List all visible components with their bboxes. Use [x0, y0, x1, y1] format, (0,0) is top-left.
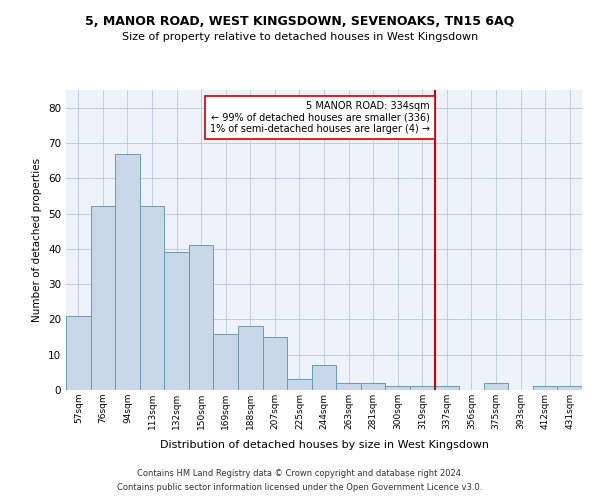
Text: 5, MANOR ROAD, WEST KINGSDOWN, SEVENOAKS, TN15 6AQ: 5, MANOR ROAD, WEST KINGSDOWN, SEVENOAKS…: [85, 15, 515, 28]
Bar: [263, 337, 287, 390]
Bar: [557, 386, 582, 390]
Bar: [189, 246, 214, 390]
Bar: [410, 386, 434, 390]
Bar: [533, 386, 557, 390]
X-axis label: Distribution of detached houses by size in West Kingsdown: Distribution of detached houses by size …: [160, 440, 488, 450]
Bar: [66, 316, 91, 390]
Bar: [214, 334, 238, 390]
Bar: [140, 206, 164, 390]
Text: Size of property relative to detached houses in West Kingsdown: Size of property relative to detached ho…: [122, 32, 478, 42]
Bar: [115, 154, 140, 390]
Bar: [164, 252, 189, 390]
Bar: [484, 383, 508, 390]
Text: 5 MANOR ROAD: 334sqm
← 99% of detached houses are smaller (336)
1% of semi-detac: 5 MANOR ROAD: 334sqm ← 99% of detached h…: [209, 100, 430, 134]
Text: Contains public sector information licensed under the Open Government Licence v3: Contains public sector information licen…: [118, 484, 482, 492]
Bar: [385, 386, 410, 390]
Bar: [238, 326, 263, 390]
Bar: [434, 386, 459, 390]
Text: Contains HM Land Registry data © Crown copyright and database right 2024.: Contains HM Land Registry data © Crown c…: [137, 468, 463, 477]
Bar: [287, 380, 312, 390]
Bar: [361, 383, 385, 390]
Y-axis label: Number of detached properties: Number of detached properties: [32, 158, 43, 322]
Bar: [312, 366, 336, 390]
Bar: [336, 383, 361, 390]
Bar: [91, 206, 115, 390]
